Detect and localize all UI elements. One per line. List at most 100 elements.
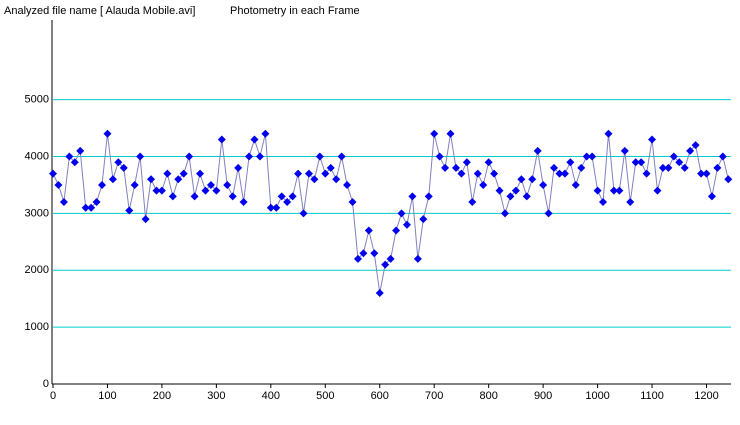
- data-point: [669, 152, 678, 161]
- data-point: [495, 186, 504, 195]
- y-tick-label: 0: [43, 378, 49, 390]
- data-point: [163, 169, 172, 178]
- data-point: [234, 163, 243, 172]
- data-point: [686, 146, 695, 155]
- data-point: [631, 158, 640, 167]
- data-point: [397, 209, 406, 218]
- data-point: [223, 180, 232, 189]
- data-point: [59, 198, 68, 206]
- data-point: [108, 175, 117, 184]
- data-point: [370, 249, 379, 258]
- x-tick-label: 600: [371, 390, 389, 402]
- data-point: [228, 192, 237, 201]
- data-point: [70, 158, 79, 167]
- x-tick-label: 1000: [585, 390, 609, 402]
- data-point: [92, 198, 101, 206]
- data-point: [441, 163, 450, 172]
- data-point: [539, 180, 548, 189]
- data-point: [337, 152, 346, 161]
- data-point: [125, 206, 134, 215]
- data-point: [321, 169, 330, 178]
- data-point: [533, 146, 542, 155]
- data-point: [201, 186, 210, 195]
- data-point: [375, 289, 384, 297]
- data-point: [299, 209, 308, 218]
- data-point: [620, 146, 629, 155]
- data-point: [462, 158, 471, 167]
- data-point: [174, 175, 183, 184]
- data-point: [479, 180, 488, 189]
- data-point: [511, 186, 520, 195]
- data-point: [446, 129, 455, 138]
- data-point: [239, 198, 248, 206]
- data-point: [451, 163, 460, 172]
- data-point: [87, 203, 96, 212]
- data-point: [571, 180, 580, 189]
- data-point: [103, 129, 112, 138]
- data-point: [206, 180, 215, 189]
- data-point: [310, 175, 319, 184]
- x-tick-label: 300: [207, 390, 225, 402]
- data-point: [626, 198, 635, 206]
- data-point: [168, 192, 177, 201]
- data-point: [713, 163, 722, 172]
- data-point: [582, 152, 591, 161]
- data-point: [555, 169, 564, 178]
- data-point: [343, 180, 352, 189]
- data-point: [408, 192, 417, 201]
- data-point: [392, 226, 401, 235]
- data-point: [501, 209, 509, 218]
- data-point: [212, 186, 221, 195]
- data-point: [386, 254, 395, 263]
- data-point: [114, 158, 123, 167]
- x-tick-label: 500: [316, 390, 334, 402]
- data-point: [304, 169, 313, 178]
- data-point: [484, 158, 493, 167]
- data-point: [528, 175, 537, 184]
- data-point: [648, 135, 657, 144]
- data-point: [348, 198, 357, 206]
- data-point: [98, 180, 107, 189]
- data-point: [294, 169, 303, 178]
- data-point: [604, 129, 613, 138]
- y-tick-label: 2000: [25, 264, 49, 276]
- data-point: [702, 169, 711, 178]
- data-point: [544, 209, 553, 218]
- data-point: [642, 169, 651, 178]
- data-point: [560, 169, 569, 178]
- data-point: [76, 146, 85, 155]
- data-point: [179, 169, 188, 178]
- data-point: [359, 249, 368, 258]
- data-point: [49, 169, 57, 178]
- x-tick-label: 400: [262, 390, 280, 402]
- data-point: [707, 192, 716, 201]
- data-point: [217, 135, 226, 144]
- data-point: [272, 203, 281, 212]
- data-point: [381, 260, 390, 269]
- data-point: [54, 180, 63, 189]
- data-point: [566, 158, 575, 167]
- x-tick-label: 200: [153, 390, 171, 402]
- data-point: [419, 215, 428, 224]
- data-point: [457, 169, 466, 178]
- data-point: [658, 163, 667, 172]
- data-point: [550, 163, 559, 172]
- data-point: [130, 180, 139, 189]
- data-point: [522, 192, 531, 201]
- data-point: [136, 152, 145, 161]
- x-tick-label: 1100: [640, 390, 664, 402]
- x-tick-label: 900: [534, 390, 552, 402]
- data-point: [283, 198, 292, 206]
- data-point: [402, 220, 411, 229]
- data-point: [196, 169, 205, 178]
- data-point: [653, 186, 662, 195]
- data-point: [315, 152, 324, 161]
- chart-subtitle: Photometry in each Frame: [230, 5, 360, 17]
- data-point: [147, 175, 156, 184]
- x-tick-label: 700: [425, 390, 443, 402]
- data-point: [288, 192, 297, 201]
- data-point: [141, 215, 150, 224]
- data-point: [697, 169, 706, 178]
- data-point: [261, 129, 270, 138]
- data-point: [332, 175, 341, 184]
